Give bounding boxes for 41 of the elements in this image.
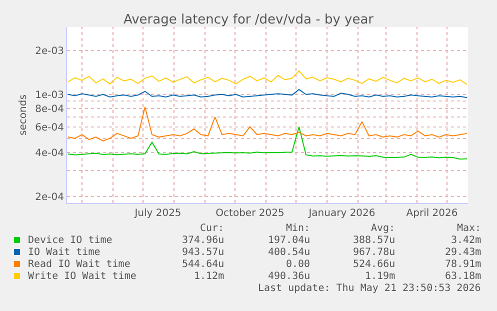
text: 524.66u — [353, 259, 396, 270]
text: 29.43m — [445, 247, 482, 258]
x-tick-label: July 2025 — [134, 208, 182, 219]
text: 388.57u — [353, 235, 396, 246]
legend-label: Write IO Wait time — [28, 271, 136, 282]
text: 3.42m — [451, 235, 482, 246]
text: 967.78u — [353, 247, 396, 258]
y-tick-label: 2e-03 — [35, 46, 64, 58]
line-series — [68, 126, 468, 160]
chart-title: Average latency for /dev/vda - by year — [123, 12, 374, 28]
y-axis-title: seconds — [18, 94, 30, 136]
y-tick-label: 1e-03 — [35, 90, 64, 101]
x-tick-label: October 2025 — [216, 208, 284, 219]
text: 78.91m — [445, 259, 482, 270]
legend-label: IO Wait time — [28, 247, 100, 258]
text: 1.12m — [194, 271, 224, 282]
legend-label: Device IO time — [28, 235, 112, 246]
y-tick-label: 6e-04 — [35, 122, 64, 134]
y-tick-label: 4e-04 — [35, 148, 64, 159]
text: 1.19m — [365, 271, 396, 282]
text: 400.54u — [268, 247, 310, 258]
y-tick-label: 8e-04 — [35, 104, 64, 116]
line-series — [68, 70, 468, 85]
text: 63.18m — [445, 271, 482, 282]
line-series — [68, 106, 468, 142]
x-tick-label: January 2026 — [308, 208, 376, 219]
text: 943.57u — [182, 247, 224, 258]
text: 544.64u — [182, 259, 224, 270]
line-series — [68, 89, 468, 98]
text: Last update: Thu May 21 23:50:53 2026 — [258, 283, 481, 294]
text: 197.04u — [268, 235, 310, 246]
text: 490.36u — [268, 271, 310, 282]
text: Cur: — [200, 223, 224, 234]
text: Min: — [286, 223, 310, 234]
legend-label: Read IO Wait time — [28, 259, 130, 270]
x-tick-label: April 2026 — [406, 208, 458, 219]
text: Avg: — [371, 223, 396, 234]
text: Max: — [457, 223, 482, 234]
y-tick-label: 2e-04 — [35, 192, 64, 203]
text: 374.96u — [182, 235, 224, 246]
text: 0.00 — [286, 259, 310, 270]
